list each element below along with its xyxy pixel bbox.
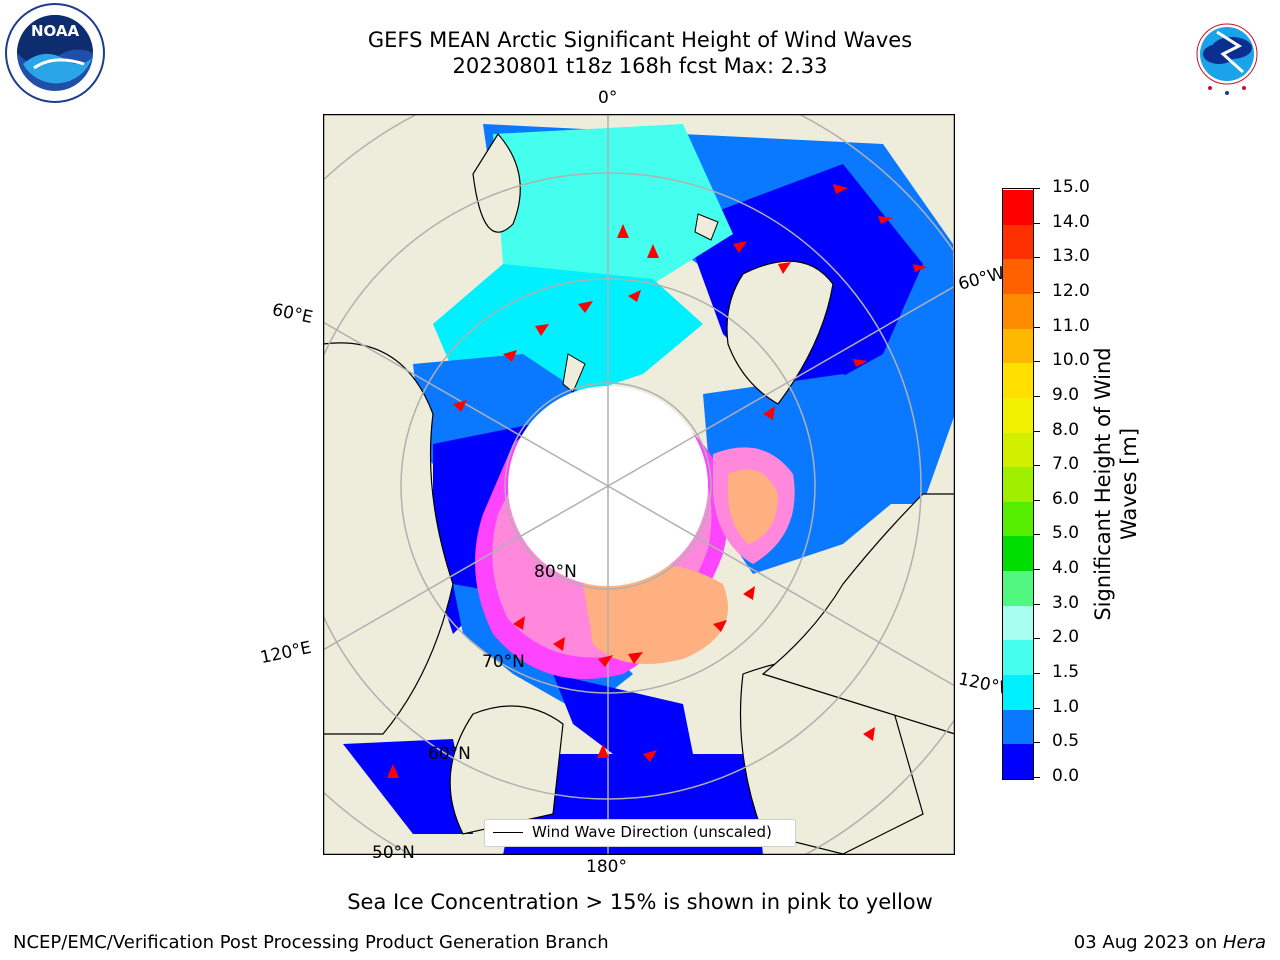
greenland	[726, 260, 834, 405]
colorbar-cell	[1003, 605, 1033, 641]
lon-label-120e: 120°E	[258, 637, 314, 669]
colorbar-tick-mark	[1034, 465, 1040, 467]
map-legend: Wind Wave Direction (unscaled)	[484, 819, 796, 847]
canada-mainland	[761, 493, 954, 735]
chart-title: GEFS MEAN Arctic Significant Height of W…	[367, 28, 913, 52]
wind-wave-arrows	[387, 184, 927, 778]
lat-label-70: 70°N	[482, 652, 525, 672]
colorbar-tick-mark	[1034, 499, 1040, 501]
colorbar-tick-label: 0.5	[1052, 731, 1080, 752]
colorbar-tick-label: 1.5	[1052, 662, 1080, 683]
colorbar-ticks: 0.0 0.5 1.0 1.5 2.0 3.0 4.0 5.0 6.0 7.0 8.0 9.0 10.0…	[1034, 177, 1094, 786]
colorbar-tick-mark	[1034, 777, 1040, 778]
colorbar-cell	[1003, 743, 1033, 779]
norwegian-sea	[493, 124, 733, 294]
colorbar-tick-mark	[1034, 257, 1040, 259]
colorbar-cell	[1003, 674, 1033, 710]
colorbar-tick-mark	[1034, 707, 1040, 709]
colorbar-tick-label: 11.0	[1052, 315, 1090, 336]
scandinavia	[472, 132, 521, 233]
svalbard	[694, 213, 719, 241]
footer-credit: NCEP/EMC/Verification Post Processing Pr…	[13, 932, 609, 953]
colorbar-tick-mark	[1034, 430, 1040, 432]
footer-date-text: 03 Aug 2023 on	[1073, 932, 1223, 953]
graticule	[324, 115, 954, 854]
chukotka	[449, 705, 564, 835]
legend-line-sample	[493, 832, 523, 833]
colorbar-cell	[1003, 189, 1033, 225]
colorbar-tick-label: 7.0	[1052, 454, 1080, 475]
chukchi-sea	[553, 674, 693, 754]
legend-label: Wind Wave Direction (unscaled)	[532, 823, 772, 841]
colorbar-tick-label: 0.0	[1052, 766, 1080, 786]
colorbar-cell	[1003, 466, 1033, 502]
colorbar-tick-label: 4.0	[1052, 558, 1080, 579]
pacific-left	[343, 739, 473, 834]
colorbar-tick-label: 13.0	[1052, 246, 1090, 267]
lon-label-0: 0°	[598, 88, 618, 108]
lon-label-60w: 60°W	[956, 263, 1007, 295]
colorbar-tick-label: 6.0	[1052, 488, 1080, 509]
colorbar-tick-label: 1.0	[1052, 696, 1080, 717]
lat-label-60: 60°N	[428, 744, 471, 764]
colorbar-tick-label: 8.0	[1052, 419, 1080, 440]
colorbar-cell	[1003, 293, 1033, 329]
colorbar-cell	[1003, 432, 1033, 468]
colorbar-tick-label: 15.0	[1052, 177, 1090, 197]
colorbar-tick-mark	[1034, 534, 1040, 536]
colorbar-cell	[1003, 224, 1033, 260]
colorbar-tick-mark	[1034, 291, 1040, 293]
colorbar-cell	[1003, 258, 1033, 294]
colorbar-label-line1: Significant Height of Wind	[1091, 347, 1115, 621]
lon-label-180: 180°	[586, 857, 627, 877]
canada-ice-dense	[728, 469, 778, 544]
colorbar-label: Significant Height of Wind Waves [m]	[1090, 347, 1142, 620]
colorbar-tick-label: 9.0	[1052, 384, 1080, 405]
colorbar-tick-mark	[1034, 673, 1040, 675]
colorbar-tick-mark	[1034, 569, 1040, 571]
lat-label-50: 50°N	[372, 843, 415, 863]
colorbar-tick-label: 14.0	[1052, 211, 1090, 232]
colorbar-tick-label: 12.0	[1052, 280, 1090, 301]
colorbar	[1002, 188, 1034, 780]
siberia-coast	[324, 342, 454, 735]
colorbar-tick-label: 5.0	[1052, 523, 1080, 544]
lon-label-60e: 60°E	[270, 299, 315, 329]
colorbar-tick-label: 2.0	[1052, 627, 1080, 648]
colorbar-cell	[1003, 362, 1033, 398]
colorbar-cell	[1003, 328, 1033, 364]
colorbar-tick-label: 10.0	[1052, 350, 1090, 371]
noaa-text: NOAA	[31, 22, 80, 40]
sea-ice-caption: Sea Ice Concentration > 15% is shown in …	[347, 890, 933, 914]
colorbar-cell	[1003, 535, 1033, 572]
colorbar-tick-label: 3.0	[1052, 592, 1080, 613]
novaya-zemlya	[562, 353, 586, 393]
colorbar-cell	[1003, 501, 1033, 537]
colorbar-tick-mark	[1034, 395, 1040, 397]
colorbar-tick-mark	[1034, 603, 1040, 605]
noaa-logo: NOAA	[5, 3, 105, 103]
colorbar-cell	[1003, 570, 1033, 606]
colorbar-cell	[1003, 709, 1033, 745]
colorbar-tick-mark	[1034, 188, 1040, 189]
colorbar-tick-mark	[1034, 361, 1040, 363]
footer-host: Hera	[1222, 932, 1266, 953]
footer-date: 03 Aug 2023 on Hera	[1074, 932, 1266, 953]
colorbar-tick-mark	[1034, 742, 1040, 744]
colorbar-tick-mark	[1034, 222, 1040, 224]
colorbar-cell	[1003, 639, 1033, 676]
chart-subtitle: 20230801 t18z 168h fcst Max: 2.33	[452, 54, 828, 78]
colorbar-tick-mark	[1034, 326, 1040, 328]
colorbar-tick-mark	[1034, 638, 1040, 640]
colorbar-cell	[1003, 397, 1033, 433]
colorbar-label-line2: Waves [m]	[1117, 427, 1141, 541]
polar-map	[323, 114, 955, 855]
lat-label-80: 80°N	[534, 562, 577, 582]
nws-logo	[1179, 4, 1275, 100]
